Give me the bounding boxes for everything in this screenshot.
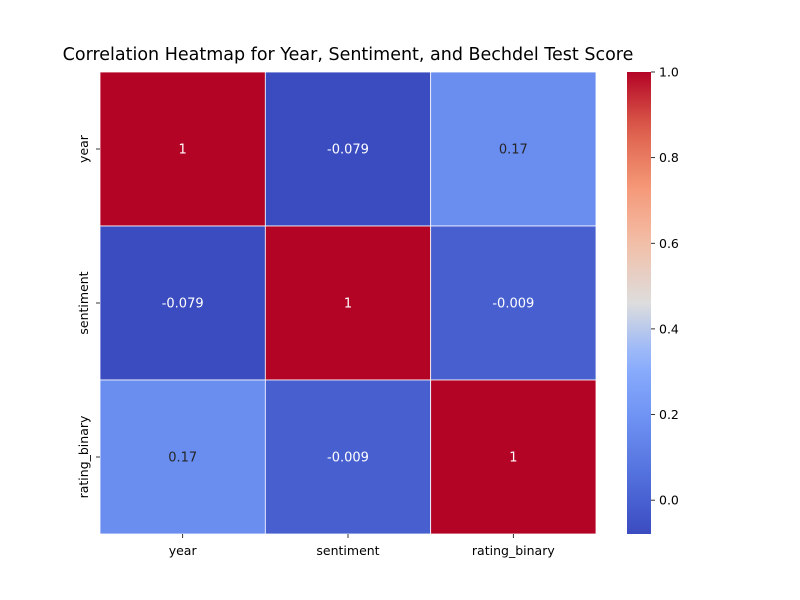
x-tick-label: sentiment xyxy=(316,543,379,558)
y-tick-label: sentiment xyxy=(76,271,91,334)
chart-title: Correlation Heatmap for Year, Sentiment,… xyxy=(62,45,634,65)
cell-annotation: -0.079 xyxy=(162,297,204,312)
x-tick-label: year xyxy=(169,543,198,558)
y-tick-label: year xyxy=(76,134,91,163)
cell-annotation: -0.009 xyxy=(492,297,534,312)
x-tick-label: rating_binary xyxy=(472,543,555,558)
cell-annotation: -0.009 xyxy=(327,451,369,466)
colorbar-tick-label: 0.8 xyxy=(659,150,679,165)
colorbar: 0.0 0.2 0.4 0.6 0.8 1.0 xyxy=(627,65,679,534)
y-axis: year sentiment rating_binary xyxy=(76,134,100,498)
heatmap-cell xyxy=(430,225,597,381)
y-tick-label: rating_binary xyxy=(76,415,91,498)
cell-annotation: 0.17 xyxy=(499,143,528,158)
heatmap-cell xyxy=(99,379,266,535)
heatmap-cells xyxy=(99,71,597,535)
colorbar-tick-label: 0.6 xyxy=(659,236,679,251)
cell-annotation: 1 xyxy=(509,451,517,466)
heatmap-cell xyxy=(264,379,432,535)
cell-annotation: -0.079 xyxy=(327,143,369,158)
colorbar-tick-label: 0.4 xyxy=(659,321,679,336)
heatmap-cell xyxy=(430,379,597,535)
heatmap-cell xyxy=(430,71,597,227)
cell-annotation: 1 xyxy=(179,143,187,158)
cell-annotation: 1 xyxy=(344,297,352,312)
heatmap-cell xyxy=(264,71,432,227)
cell-annotation: 0.17 xyxy=(168,451,197,466)
heatmap-cell xyxy=(264,225,432,381)
heatmap-annotations: 1 -0.079 0.17 -0.079 1 -0.009 0.17 -0.009 1 xyxy=(162,143,535,466)
colorbar-tick-label: 0.0 xyxy=(659,493,679,508)
colorbar-tick-label: 0.2 xyxy=(659,407,679,422)
colorbar-tick-label: 1.0 xyxy=(659,65,679,80)
heatmap-cell xyxy=(99,225,266,381)
x-axis: year sentiment rating_binary xyxy=(169,534,555,558)
colorbar-gradient xyxy=(627,72,651,534)
